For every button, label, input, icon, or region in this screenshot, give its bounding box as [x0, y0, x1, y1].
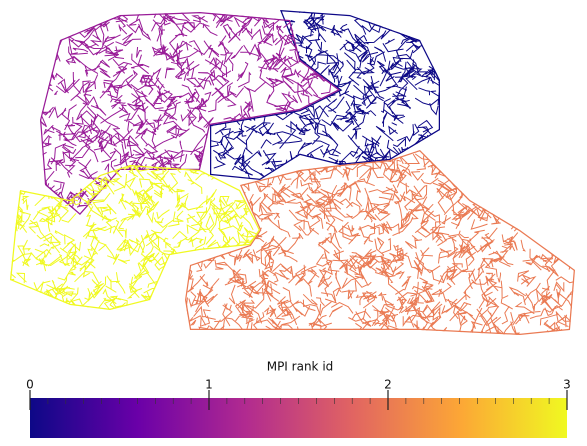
colorbar-tick-label: 0 [26, 378, 34, 392]
colorbar-tick-label: 3 [563, 378, 571, 392]
road-network [0, 0, 587, 349]
partition [24, 0, 352, 230]
colorbar-label: MPI rank id [267, 360, 334, 374]
colorbar-tick-label: 1 [205, 378, 213, 392]
colorbar-tick-label: 2 [384, 378, 392, 392]
partition [0, 148, 277, 326]
colorbar: 0 1 2 3 [26, 378, 571, 439]
partition [169, 132, 587, 349]
visualization: MPI rank id 0 1 2 3 [0, 0, 587, 446]
